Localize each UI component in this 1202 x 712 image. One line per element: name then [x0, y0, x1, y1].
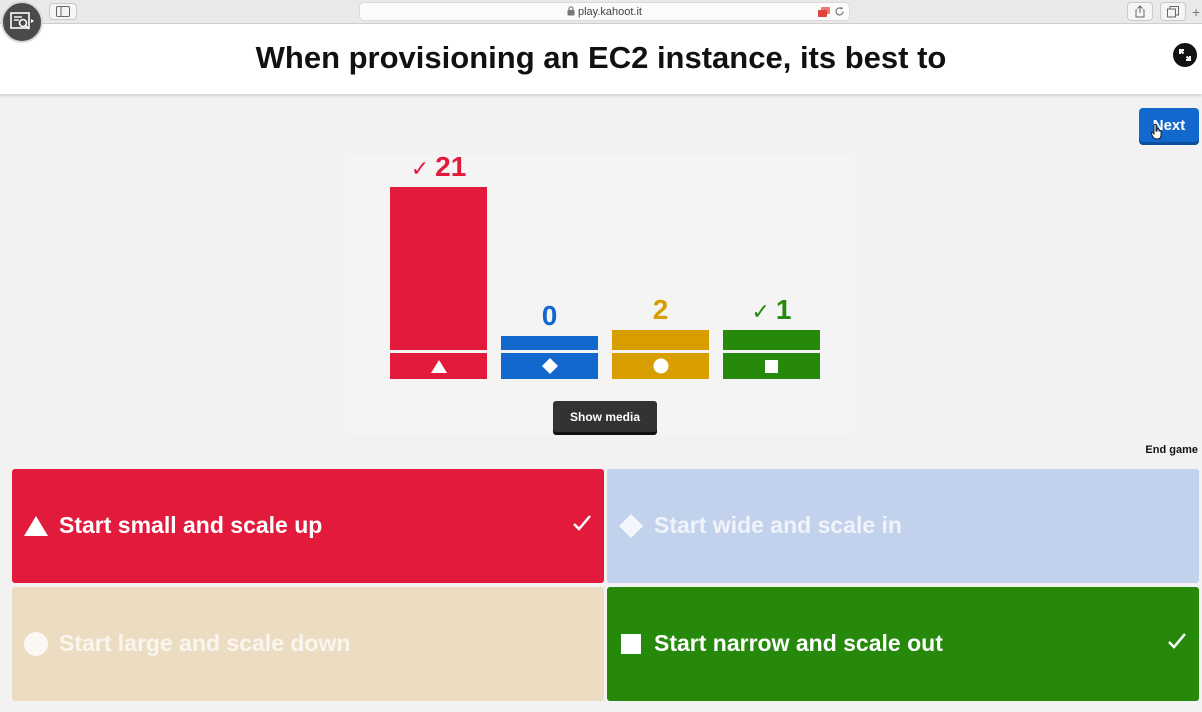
- answer-diamond[interactable]: Start wide and scale in: [607, 469, 1199, 583]
- circle-icon: [653, 358, 668, 374]
- lock-icon: [567, 6, 575, 16]
- share-icon: [1135, 5, 1145, 18]
- sidebar-toggle-button[interactable]: [49, 3, 77, 20]
- screen-recorder-icon: [10, 12, 34, 30]
- answer-text: Start narrow and scale out: [654, 630, 943, 656]
- diamond-icon: [541, 358, 558, 374]
- bar-tile-circle: [612, 353, 709, 379]
- tabs-icon: [1167, 5, 1179, 17]
- address-bar[interactable]: play.kahoot.it: [359, 2, 850, 21]
- bar-tile-diamond: [501, 353, 598, 379]
- diamond-icon: [619, 514, 643, 538]
- triangle-icon: [24, 514, 48, 538]
- bar-value: 21: [435, 151, 467, 182]
- results-chart: ✓ 21 0 2 ✓ 1: [345, 151, 855, 435]
- bar-square: [723, 330, 820, 350]
- square-icon: [765, 359, 778, 373]
- answer-text: Start wide and scale in: [654, 512, 902, 538]
- check-icon: [573, 515, 591, 531]
- check-icon: ✓: [410, 156, 430, 181]
- bar-diamond: [501, 336, 598, 350]
- end-game-link[interactable]: End game: [1145, 444, 1198, 456]
- check-icon: [1168, 633, 1186, 649]
- url-text: play.kahoot.it: [360, 6, 849, 18]
- fullscreen-icon: [1179, 49, 1191, 61]
- show-media-button[interactable]: Show media: [553, 401, 657, 432]
- bar-value: 0: [541, 300, 558, 331]
- square-icon: [619, 632, 643, 656]
- new-tab-icon[interactable]: +: [1192, 4, 1201, 20]
- question-title: When provisioning an EC2 instance, its b…: [255, 40, 947, 75]
- reload-icon[interactable]: [834, 6, 845, 17]
- tab-indicator-icon[interactable]: [818, 7, 831, 18]
- question-header: When provisioning an EC2 instance, its b…: [0, 24, 1202, 94]
- bar-value: 2: [652, 294, 669, 325]
- check-icon: ✓: [751, 299, 770, 324]
- browser-toolbar: play.kahoot.it +: [0, 0, 1202, 24]
- answer-triangle[interactable]: Start small and scale up: [12, 469, 604, 583]
- hand-cursor-icon: [1151, 124, 1162, 140]
- answer-square[interactable]: Start narrow and scale out: [607, 587, 1199, 701]
- next-button[interactable]: Next: [1139, 108, 1199, 142]
- sidebar-icon: [56, 6, 70, 17]
- url-label: play.kahoot.it: [577, 6, 642, 18]
- answer-circle[interactable]: Start large and scale down: [12, 587, 604, 701]
- bar-triangle: [390, 187, 487, 350]
- bar-value: 1: [775, 294, 792, 325]
- screen-recorder-button[interactable]: [1, 1, 43, 43]
- show-tabs-button[interactable]: [1160, 2, 1186, 21]
- answer-text: Start small and scale up: [59, 512, 323, 538]
- bar-tile-square: [723, 353, 820, 379]
- circle-icon: [24, 632, 48, 656]
- triangle-icon: [430, 359, 447, 373]
- answer-text: Start large and scale down: [59, 630, 351, 656]
- fullscreen-button[interactable]: [1173, 43, 1197, 67]
- bar-label-diamond: 0: [501, 300, 598, 332]
- bar-tile-triangle: [390, 353, 487, 379]
- bar-label-square: ✓ 1: [723, 294, 820, 326]
- bar-circle: [612, 330, 709, 350]
- bar-label-triangle: ✓ 21: [390, 151, 487, 183]
- bar-label-circle: 2: [612, 294, 709, 326]
- share-button[interactable]: [1127, 2, 1153, 21]
